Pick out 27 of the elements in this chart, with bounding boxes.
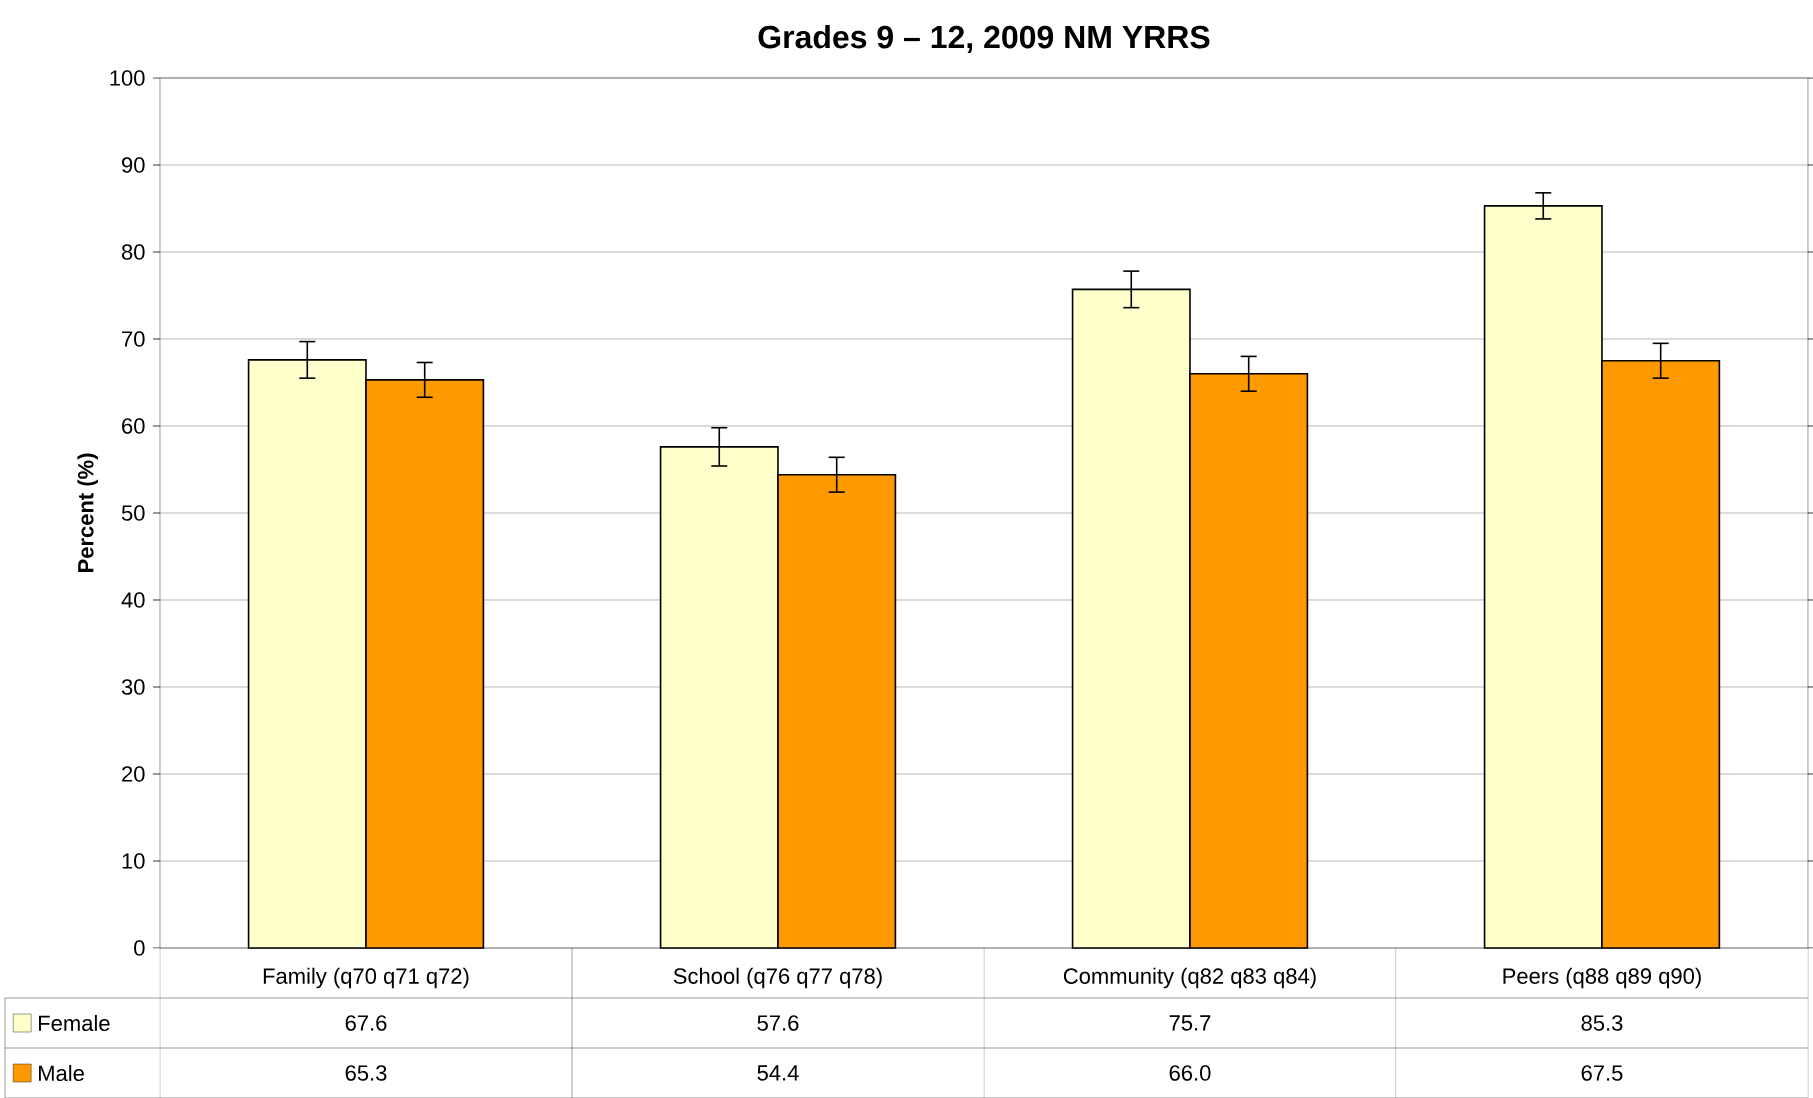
x-tick-label: Family (q70 q71 q72) [263,967,469,989]
chart-title: Grades 9 – 12, 2009 NM YRRS [758,24,1210,54]
data-label: 75.7 [1169,1015,1211,1031]
legend-label: Female [39,1014,110,1032]
x-tick-label: School (q76 q77 q78) [673,967,882,989]
data-label: 57.6 [757,1015,799,1031]
y-tick-label: 60 [122,418,145,434]
y-tick-label: 30 [121,679,145,695]
x-tick-label: Community (q82 q83 q84) [1063,967,1316,989]
data-label: 65.3 [345,1065,387,1081]
data-label: 67.6 [345,1015,387,1031]
y-tick-label: 20 [122,766,145,782]
y-tick-label: 100 [110,70,145,86]
data-label: 54.4 [757,1065,799,1081]
y-tick-label: 80 [121,244,145,260]
y-tick-label: 90 [122,157,145,173]
y-axis-title: Percent (%) [77,453,98,573]
x-tick-label: Peers (q88 q89 q90) [1503,967,1701,989]
data-label: 85.3 [1581,1015,1623,1031]
data-label: 67.5 [1581,1065,1623,1081]
y-tick-label: 10 [122,853,145,869]
legend-label: Male [39,1064,84,1082]
y-tick-label: 70 [122,331,145,347]
data-label: 66.0 [1169,1065,1211,1081]
y-tick-label: 50 [121,505,145,521]
y-tick-label: 40 [121,592,145,608]
y-tick-label: 0 [134,940,145,956]
